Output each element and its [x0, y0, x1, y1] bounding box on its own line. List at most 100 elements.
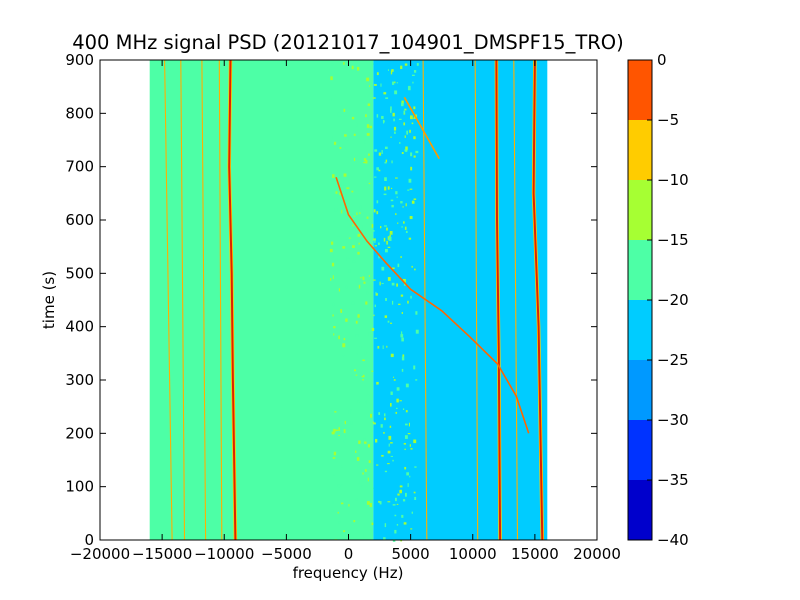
- noise-speckle: [366, 77, 370, 82]
- noise-speckle: [345, 148, 347, 150]
- noise-speckle: [375, 291, 377, 295]
- noise-speckle: [367, 103, 371, 106]
- noise-speckle: [410, 528, 413, 530]
- noise-speckle: [374, 337, 377, 339]
- noise-speckle: [376, 167, 379, 171]
- noise-speckle: [333, 451, 337, 456]
- noise-speckle: [351, 190, 354, 193]
- noise-speckle: [393, 126, 397, 131]
- noise-speckle: [378, 254, 380, 259]
- noise-speckle: [404, 435, 408, 439]
- noise-speckle: [371, 522, 374, 526]
- noise-speckle: [337, 484, 341, 488]
- noise-speckle: [353, 157, 356, 162]
- noise-speckle: [384, 249, 388, 253]
- noise-speckle: [400, 294, 404, 297]
- y-tick-label: 800: [65, 104, 94, 122]
- noise-speckle: [398, 303, 401, 306]
- noise-speckle: [365, 501, 368, 504]
- colorbar-tick-label: −15: [657, 231, 689, 249]
- x-axis-label: frequency (Hz): [293, 564, 404, 582]
- noise-speckle: [404, 448, 406, 451]
- noise-speckle: [387, 463, 390, 465]
- noise-speckle: [351, 65, 354, 70]
- noise-speckle: [357, 400, 361, 403]
- noise-speckle: [387, 186, 390, 190]
- noise-speckle: [365, 160, 368, 164]
- noise-speckle: [401, 337, 404, 342]
- noise-speckle: [345, 434, 348, 439]
- noise-speckle: [396, 283, 399, 287]
- noise-speckle: [340, 309, 343, 313]
- noise-speckle: [353, 520, 356, 523]
- noise-speckle: [367, 444, 371, 448]
- noise-speckle: [342, 246, 346, 249]
- noise-speckle: [353, 133, 356, 136]
- noise-speckle: [395, 497, 397, 502]
- noise-speckle: [346, 187, 350, 190]
- noise-speckle: [357, 233, 361, 237]
- noise-speckle: [371, 431, 373, 433]
- noise-speckle: [362, 276, 365, 281]
- noise-speckle: [409, 444, 412, 447]
- noise-speckle: [329, 98, 332, 102]
- noise-speckle: [362, 379, 364, 381]
- noise-speckle: [363, 158, 367, 161]
- noise-speckle: [365, 400, 367, 404]
- noise-speckle: [330, 243, 333, 247]
- y-tick-label: 100: [65, 478, 94, 496]
- noise-speckle: [355, 498, 358, 501]
- noise-speckle: [414, 496, 417, 500]
- noise-speckle: [362, 359, 365, 362]
- noise-speckle: [396, 82, 399, 84]
- noise-speckle: [413, 106, 416, 110]
- noise-speckle: [390, 442, 393, 444]
- noise-speckle: [403, 221, 405, 224]
- y-tick-label: 400: [65, 318, 94, 336]
- colorbar-segment: [628, 120, 652, 180]
- noise-speckle: [339, 429, 342, 432]
- noise-speckle: [389, 234, 391, 237]
- noise-speckle: [369, 85, 371, 87]
- noise-speckle: [376, 464, 379, 466]
- noise-speckle: [401, 102, 404, 107]
- colorbar-tick-label: −20: [657, 291, 689, 309]
- noise-speckle: [413, 491, 416, 494]
- noise-speckle: [402, 206, 404, 208]
- noise-speckle: [352, 260, 356, 263]
- noise-speckle: [387, 246, 391, 248]
- noise-speckle: [356, 312, 359, 315]
- noise-speckle: [403, 122, 406, 126]
- noise-speckle: [413, 155, 416, 158]
- trace-11: [403, 96, 440, 160]
- colorbar-segment: [628, 360, 652, 420]
- noise-speckle: [371, 62, 374, 65]
- colorbar-segment: [628, 420, 652, 480]
- noise-speckle: [413, 439, 417, 444]
- noise-speckle: [363, 274, 365, 277]
- noise-speckle: [404, 226, 407, 230]
- noise-speckle: [331, 431, 335, 435]
- noise-speckle: [393, 376, 395, 378]
- noise-speckle: [415, 150, 419, 154]
- noise-speckle: [392, 112, 395, 117]
- noise-speckle: [335, 429, 339, 431]
- noise-speckle: [351, 116, 355, 120]
- noise-speckle: [343, 62, 345, 65]
- noise-speckle: [409, 475, 411, 478]
- noise-speckle: [409, 188, 413, 190]
- noise-speckle: [360, 374, 363, 376]
- noise-speckle: [406, 472, 409, 476]
- noise-speckle: [337, 511, 339, 514]
- noise-speckle: [344, 134, 347, 137]
- noise-speckle: [356, 66, 360, 71]
- noise-speckle: [411, 122, 414, 125]
- noise-speckle: [403, 110, 406, 114]
- y-tick-label: 700: [65, 158, 94, 176]
- noise-speckle: [399, 489, 402, 494]
- noise-speckle: [333, 141, 337, 145]
- noise-speckle: [402, 354, 405, 357]
- noise-speckle: [364, 444, 366, 449]
- y-tick-label: 200: [65, 424, 94, 442]
- noise-speckle: [365, 114, 367, 118]
